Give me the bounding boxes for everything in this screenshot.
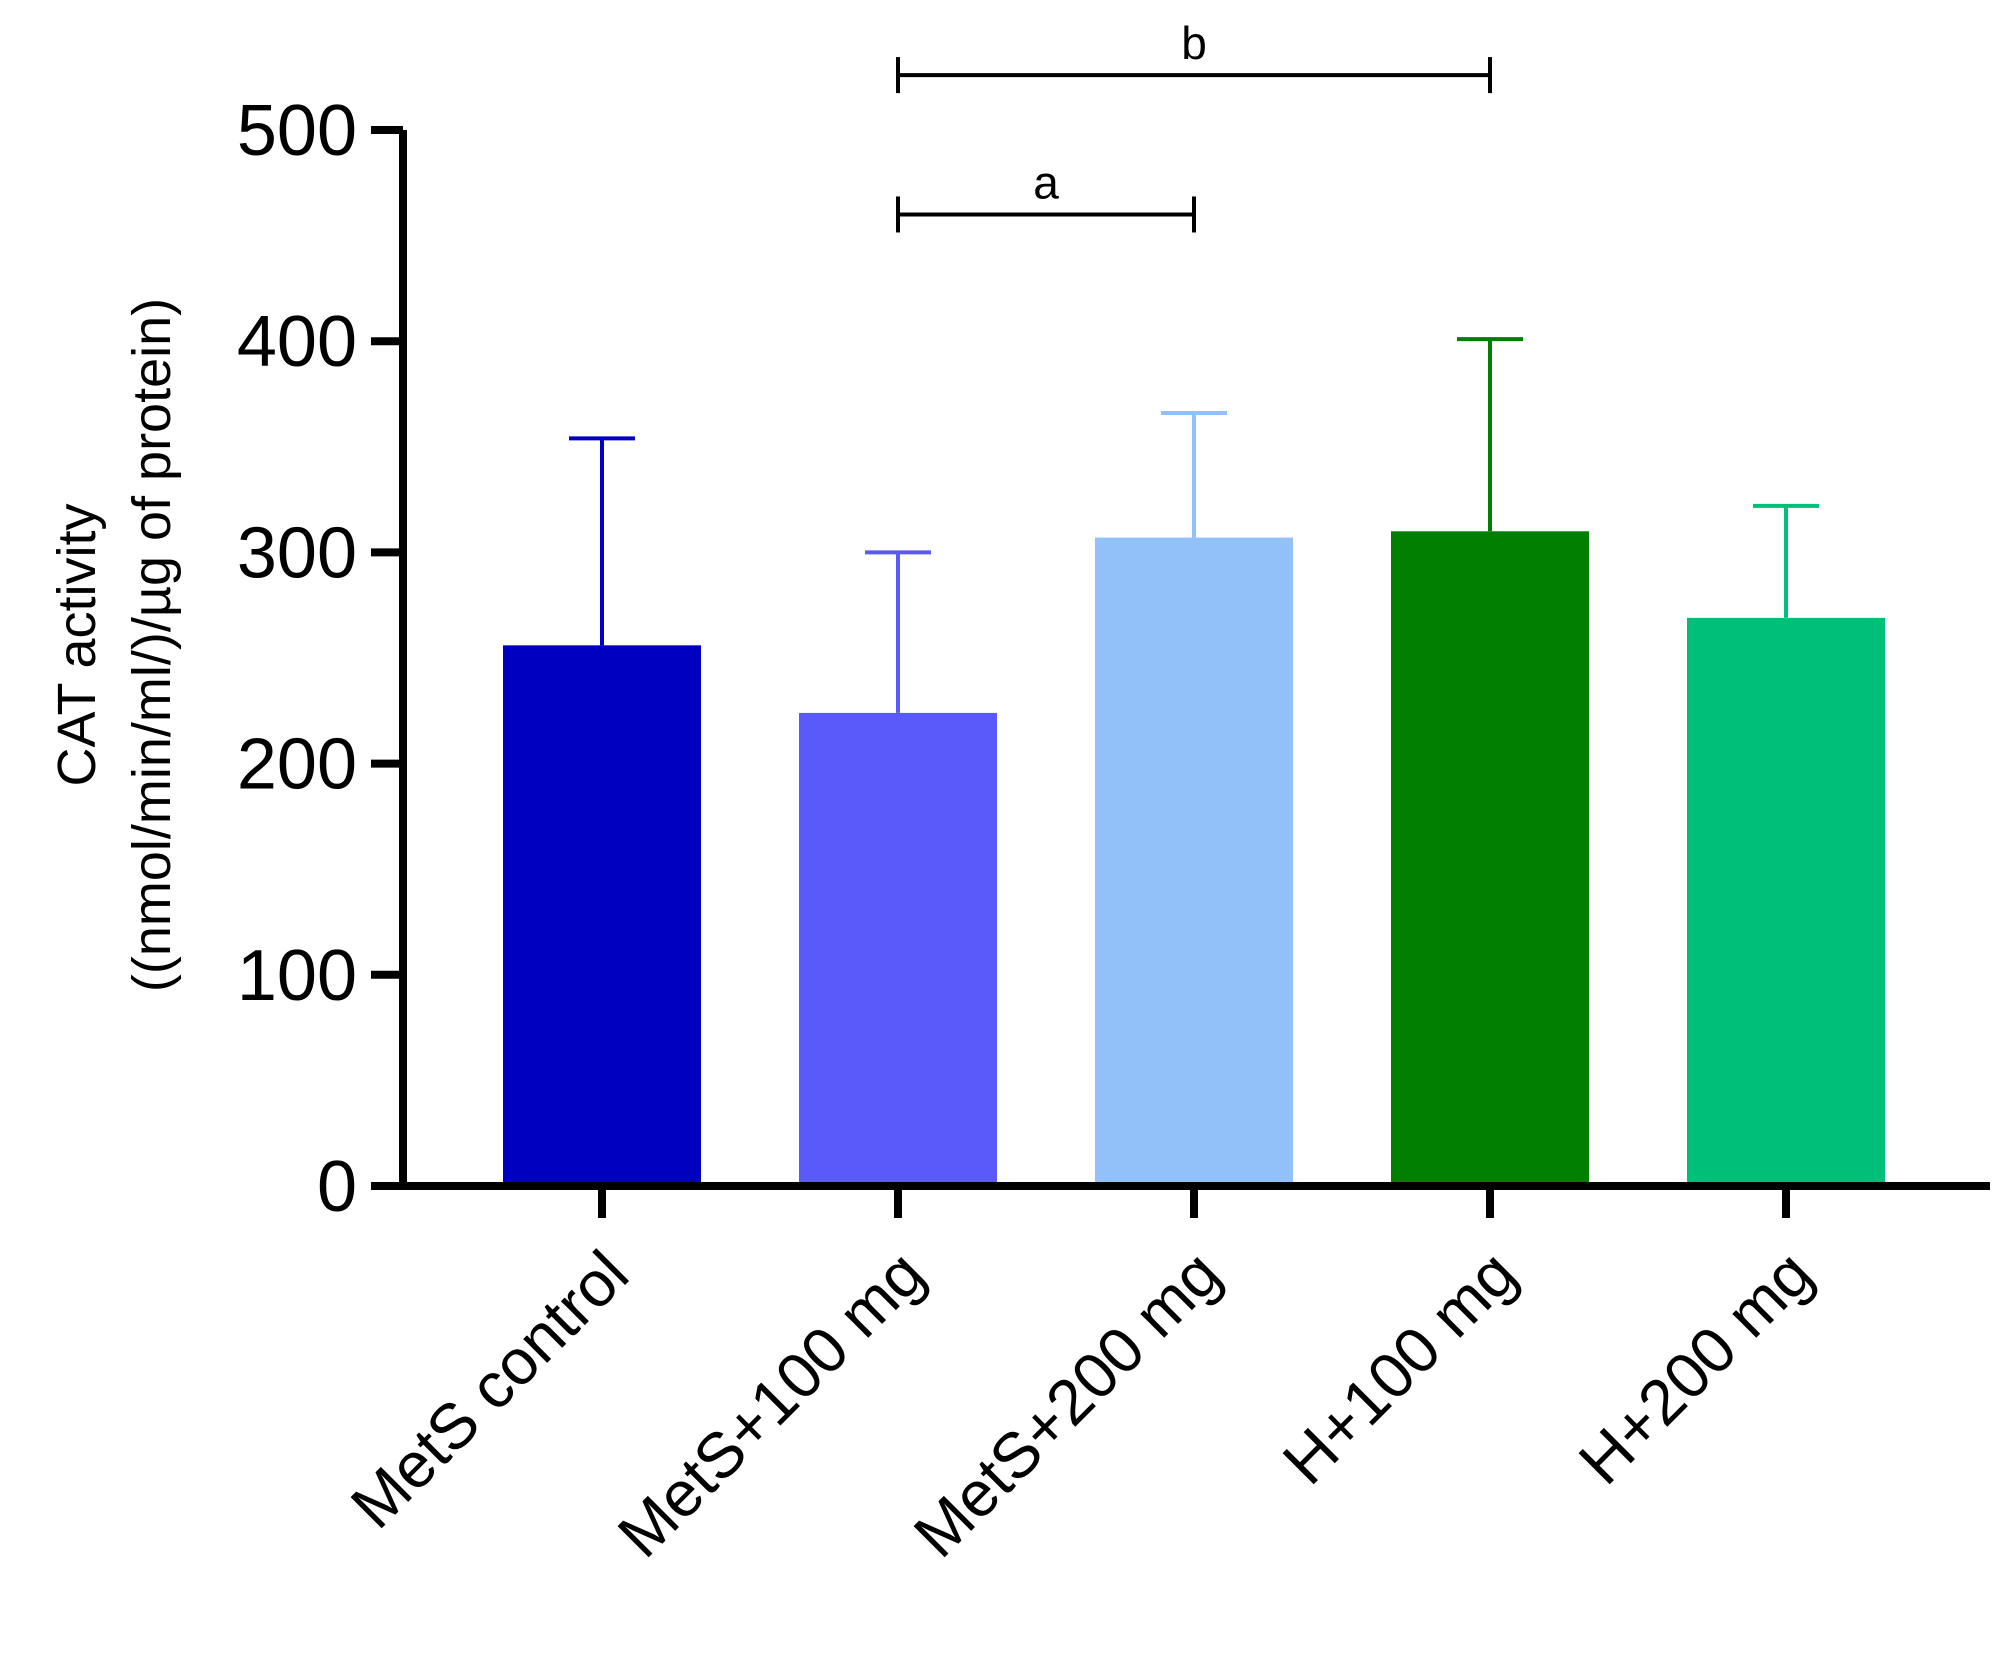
sig-label-b: b [1181, 17, 1207, 69]
bar-2 [799, 712, 997, 1186]
y-tick-label-0: 0 [317, 1147, 357, 1227]
sig-label-a: a [1033, 156, 1059, 208]
significance-group: ab [896, 17, 1492, 233]
y-axis-label-line2: ((nmol/min/ml/)/µg of protein) [122, 298, 182, 992]
y-axis-label-line1: CAT activity [47, 503, 107, 786]
y-tick-label-300: 300 [237, 513, 357, 593]
y-ticks-group: 0 100 200 300 400 500 [237, 91, 403, 1227]
x-tick-label-4: H+100 mg [1269, 1237, 1530, 1498]
bar-4 [1391, 531, 1589, 1186]
bar-3 [1095, 537, 1293, 1186]
y-axis-label: CAT activity ((nmol/min/ml/)/µg of prote… [47, 298, 182, 992]
bar-1 [503, 645, 701, 1186]
y-tick-label-500: 500 [237, 91, 357, 171]
x-tick-label-3: MetS+200 mg [900, 1237, 1234, 1571]
x-tick-label-1: MetS control [337, 1237, 642, 1542]
bar-5 [1687, 617, 1885, 1186]
error-bars-group [569, 337, 1819, 713]
x-tick-label-2: MetS+100 mg [604, 1237, 938, 1571]
y-tick-label-100: 100 [237, 936, 357, 1016]
bars-group [503, 531, 1885, 1186]
y-tick-label-200: 200 [237, 725, 357, 805]
y-tick-label-400: 400 [237, 302, 357, 382]
x-tick-label-5: H+200 mg [1565, 1237, 1826, 1498]
